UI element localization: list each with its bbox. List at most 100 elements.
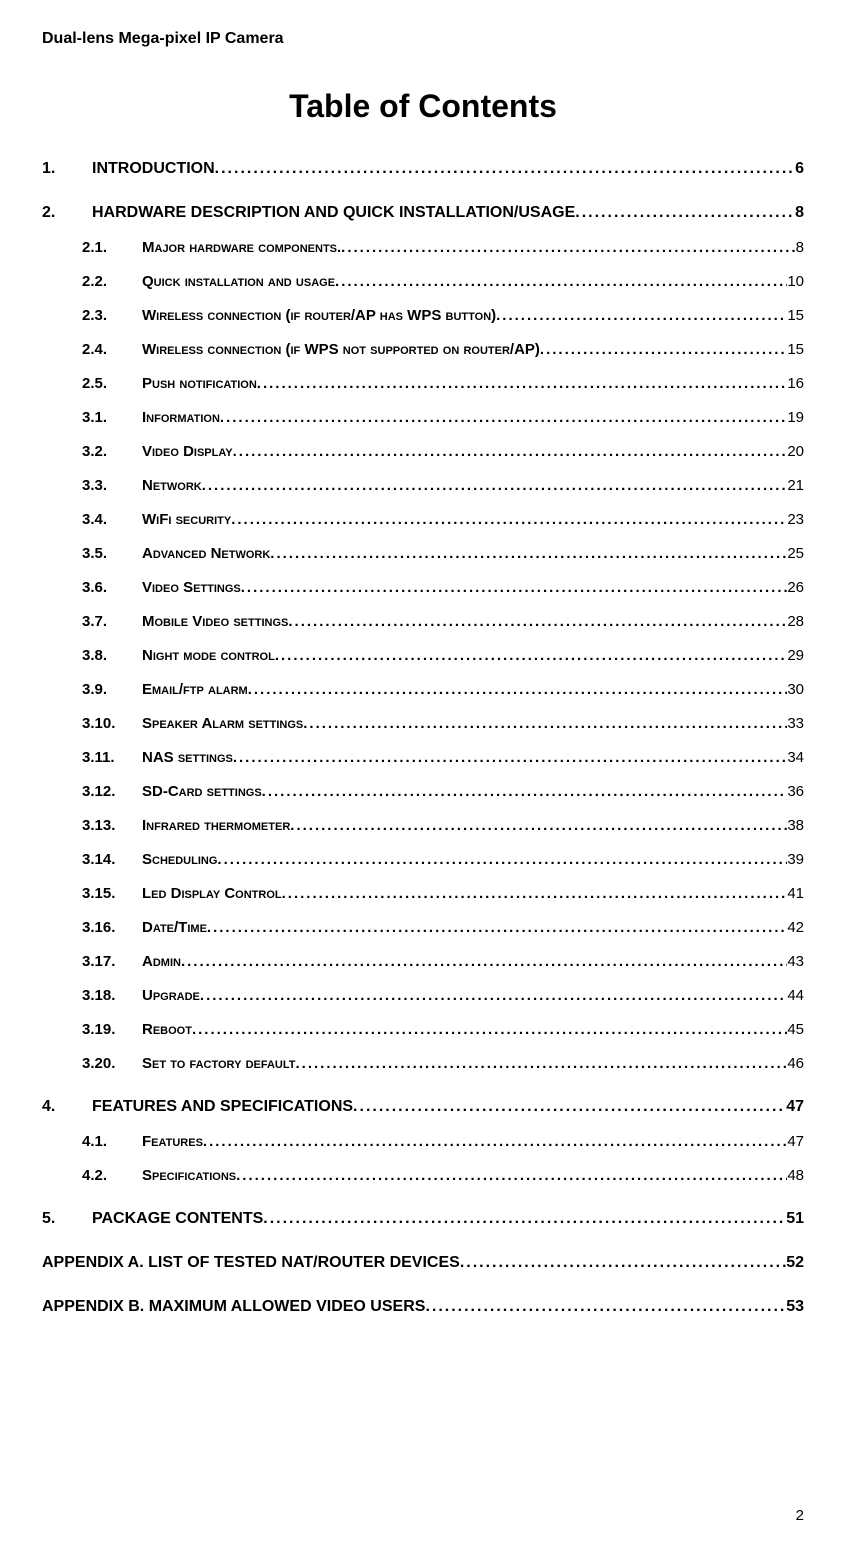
toc-dots: ........................................… <box>233 443 788 460</box>
toc-entry: 3.6.Video Settings .....................… <box>82 579 804 596</box>
toc-entry-label: 5.PACKAGE CONTENTS <box>42 1210 263 1228</box>
toc-entry-number: 2. <box>42 204 92 222</box>
toc-dots: ........................................… <box>241 579 788 596</box>
toc-entry-page: 28 <box>787 613 804 630</box>
toc-entry-page: 48 <box>787 1167 804 1184</box>
toc-entry-text: NAS settings <box>142 749 233 766</box>
toc-entry: 2.1.Major hardware components. .........… <box>82 239 804 256</box>
toc-dots: ........................................… <box>215 160 795 178</box>
toc-entry-number: 3.12. <box>82 783 142 800</box>
toc-dots: ........................................… <box>290 817 787 834</box>
toc-entry-page: 45 <box>787 1021 804 1038</box>
toc-entry-text: Push notification <box>142 375 257 392</box>
toc-entry-page: 15 <box>787 341 804 358</box>
toc-entry-number: 3.7. <box>82 613 142 630</box>
toc-entry: 4.FEATURES AND SPECIFICATIONS...........… <box>42 1098 804 1116</box>
toc-entry-text: Wireless connection (if WPS not supporte… <box>142 341 540 358</box>
toc-container: 1.INTRODUCTION..........................… <box>42 160 804 1316</box>
toc-entry-number: 3.8. <box>82 647 142 664</box>
toc-entry: 4.2.Specifications .....................… <box>82 1167 804 1184</box>
toc-entry-text: Email/ftp alarm <box>142 681 248 698</box>
toc-entry-text: Information <box>142 409 220 426</box>
toc-entry-label: 2.HARDWARE DESCRIPTION AND QUICK INSTALL… <box>42 204 575 222</box>
toc-entry-number: 4.1. <box>82 1133 142 1150</box>
toc-entry-page: 20 <box>787 443 804 460</box>
toc-entry-page: 30 <box>787 681 804 698</box>
toc-entry-label: 3.14.Scheduling <box>82 851 217 868</box>
toc-dots: ........................................… <box>335 273 787 290</box>
toc-entry-page: 36 <box>787 783 804 800</box>
toc-entry-page: 19 <box>787 409 804 426</box>
toc-entry-page: 38 <box>787 817 804 834</box>
toc-dots: ........................................… <box>233 749 787 766</box>
toc-entry-page: 52 <box>786 1254 804 1272</box>
toc-entry-page: 26 <box>787 579 804 596</box>
toc-entry-number: 3.2. <box>82 443 142 460</box>
toc-dots: ........................................… <box>257 375 788 392</box>
toc-entry: 3.18.Upgrade ...........................… <box>82 987 804 1004</box>
toc-entry-text: Scheduling <box>142 851 217 868</box>
toc-dots: ........................................… <box>203 1133 787 1150</box>
toc-entry-label: 3.15.Led Display Control <box>82 885 282 902</box>
toc-entry-label: 3.4.WiFi security <box>82 511 231 528</box>
toc-entry-label: 1.INTRODUCTION <box>42 160 215 178</box>
toc-entry: 3.11.NAS settings ......................… <box>82 749 804 766</box>
toc-entry: 3.10.Speaker Alarm settings ............… <box>82 715 804 732</box>
toc-dots: ........................................… <box>282 885 788 902</box>
toc-dots: ........................................… <box>262 783 788 800</box>
toc-entry-page: 53 <box>786 1298 804 1316</box>
toc-entry-number: 2.5. <box>82 375 142 392</box>
toc-entry: APPENDIX A. LIST OF TESTED NAT/ROUTER DE… <box>42 1254 804 1272</box>
toc-dots: ........................................… <box>460 1254 786 1272</box>
toc-dots: ........................................… <box>496 307 787 324</box>
toc-entry: 4.1.Features ...........................… <box>82 1133 804 1150</box>
toc-entry-number: 2.1. <box>82 239 142 256</box>
toc-entry-page: 21 <box>787 477 804 494</box>
toc-entry-page: 10 <box>787 273 804 290</box>
toc-entry-label: 4.1.Features <box>82 1133 203 1150</box>
toc-entry-text: PACKAGE CONTENTS <box>92 1210 263 1227</box>
toc-entry-number: 3.20. <box>82 1055 142 1072</box>
toc-entry-text: SD-Card settings <box>142 783 262 800</box>
toc-dots: ........................................… <box>270 545 787 562</box>
toc-entry: 3.2.Video Display ......................… <box>82 443 804 460</box>
toc-entry-text: Quick installation and usage <box>142 273 335 290</box>
toc-entry-page: 39 <box>787 851 804 868</box>
toc-entry-label: 3.9.Email/ftp alarm <box>82 681 248 698</box>
toc-entry-number: 3.10. <box>82 715 142 732</box>
toc-entry-label: 3.18.Upgrade <box>82 987 200 1004</box>
toc-entry-number: 3.15. <box>82 885 142 902</box>
toc-entry-number: 3.19. <box>82 1021 142 1038</box>
toc-entry-text: INTRODUCTION <box>92 160 215 177</box>
toc-entry-label: 3.7.Mobile Video settings <box>82 613 288 630</box>
toc-entry-label: 3.16.Date/Time <box>82 919 207 936</box>
toc-entry-number: 4. <box>42 1098 92 1116</box>
toc-entry-number: 2.4. <box>82 341 142 358</box>
toc-entry: 3.3.Network ............................… <box>82 477 804 494</box>
toc-entry: 3.7.Mobile Video settings ..............… <box>82 613 804 630</box>
toc-dots: ........................................… <box>202 477 788 494</box>
toc-entry-text: Video Settings <box>142 579 241 596</box>
toc-entry: 3.14.Scheduling ........................… <box>82 851 804 868</box>
toc-entry-label: 3.5.Advanced Network <box>82 545 270 562</box>
toc-dots: ........................................… <box>217 851 787 868</box>
toc-entry-number: 3.14. <box>82 851 142 868</box>
toc-entry-page: 6 <box>795 160 804 178</box>
toc-entry-label: 2.5.Push notification <box>82 375 257 392</box>
toc-entry: 3.12.SD-Card settings ..................… <box>82 783 804 800</box>
toc-entry-text: Infrared thermometer <box>142 817 290 834</box>
toc-entry-text: Date/Time <box>142 919 207 936</box>
toc-entry-number: 3.9. <box>82 681 142 698</box>
toc-dots: ........................................… <box>341 239 795 256</box>
toc-entry: 3.9.Email/ftp alarm ....................… <box>82 681 804 698</box>
toc-entry-text: Upgrade <box>142 987 200 1004</box>
toc-entry-page: 23 <box>787 511 804 528</box>
toc-entry-number: 3.6. <box>82 579 142 596</box>
toc-entry-text: Speaker Alarm settings <box>142 715 303 732</box>
toc-entry-number: 3.18. <box>82 987 142 1004</box>
toc-entry: 3.4.WiFi security ......................… <box>82 511 804 528</box>
toc-entry-label: 3.6.Video Settings <box>82 579 241 596</box>
toc-entry-text: HARDWARE DESCRIPTION AND QUICK INSTALLAT… <box>92 204 575 221</box>
toc-entry-text: Set to factory default <box>142 1055 296 1072</box>
toc-dots: ........................................… <box>192 1021 787 1038</box>
